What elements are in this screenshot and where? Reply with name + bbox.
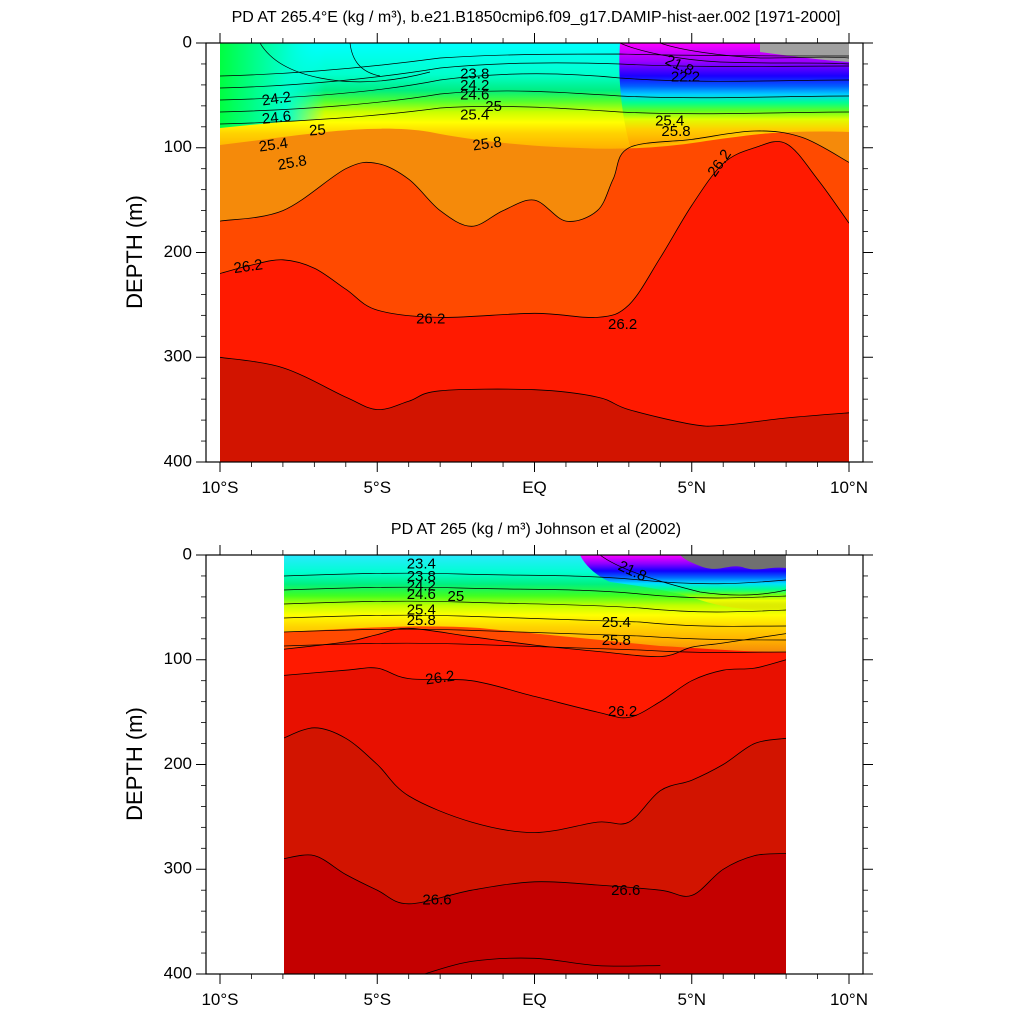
x-tick-label: 10°N — [830, 478, 868, 497]
contour-label: 25.8 — [602, 632, 631, 649]
x-tick-label: EQ — [522, 478, 547, 497]
isopycnal-26.6 — [220, 356, 849, 427]
contour-label: 25.4 — [460, 106, 489, 123]
contour-label: 23.8 — [407, 568, 436, 585]
x-tick-label: 10°S — [201, 478, 238, 497]
contour-label: 25.8 — [661, 123, 690, 140]
contour-label: 25.8 — [407, 612, 436, 629]
contour-label: 25.4 — [407, 601, 436, 618]
contour-label: 24.2 — [407, 577, 436, 594]
y-tick-label: 200 — [164, 242, 192, 261]
contour-label: 26.6 — [611, 882, 640, 899]
contour-label: 25.8 — [472, 134, 503, 155]
y-tick-label: 100 — [164, 137, 192, 156]
contour-labels: 23.423.824.224.6 2525.425.821.825.425.826… — [407, 555, 649, 908]
contour-label: 25.4 — [602, 614, 631, 631]
axis-ticks: 0 100 200 300 400 10°S 5°S EQ 5°N 10°N — [164, 32, 873, 497]
y-tick-label: 400 — [164, 963, 192, 982]
panel-title: PD AT 265.4°E (kg / m³), b.e21.B1850cmip… — [232, 9, 841, 26]
contour-label: 26.2 — [416, 310, 445, 327]
y-tick-label: 400 — [164, 451, 192, 470]
contour-label: 25.4 — [655, 113, 684, 130]
x-tick-label: 5°N — [677, 478, 706, 497]
x-tick-label: EQ — [522, 990, 547, 1009]
contour-label: 26.2 — [424, 668, 455, 689]
isopycnal-26.0 — [284, 627, 786, 658]
isopycnal-26.4 — [220, 141, 849, 319]
y-tick-label: 0 — [183, 32, 192, 51]
y-tick-label: 200 — [164, 754, 192, 773]
contour-label: 26.2 — [233, 256, 264, 277]
x-tick-label: 5°S — [363, 990, 391, 1009]
axis-ticks: 0 100 200 300 400 10°S 5°S EQ 5°N 10°N — [164, 544, 873, 1009]
contour-label: 23.8 — [460, 65, 489, 82]
contour-label: 26.2 — [608, 703, 637, 720]
contour-label: 23.4 — [407, 555, 436, 572]
contour-label: 25 — [309, 121, 327, 139]
contour-fill — [220, 43, 849, 462]
gray-patch — [680, 555, 786, 570]
isopycnal-26.2 — [284, 659, 786, 719]
panel-title: PD AT 265 (kg / m³) Johnson et al (2002) — [391, 521, 681, 538]
contour-label: 25.8 — [276, 152, 308, 174]
contour-label: 26.6 — [422, 892, 451, 909]
contour-label: 26.2 — [608, 316, 637, 333]
y-tick-label: 300 — [164, 859, 192, 878]
x-tick-label: 10°N — [830, 990, 868, 1009]
contour-label: 25 — [485, 98, 502, 115]
contour-label: 25 — [448, 588, 465, 605]
isopycnal-26.6 — [284, 853, 786, 905]
contour-fill — [284, 555, 786, 974]
contour-label: 25.4 — [258, 135, 289, 156]
y-tick-label: 100 — [164, 649, 192, 668]
contour-label: 24.6 — [261, 108, 292, 128]
x-tick-label: 10°S — [201, 990, 238, 1009]
y-axis-title: DEPTH (m) — [122, 707, 147, 821]
contour-label: 22.2 — [671, 69, 700, 86]
panel-observations: PD AT 265 (kg / m³) Johnson et al (2002) — [122, 521, 873, 1009]
contour-label: 24.6 — [460, 86, 489, 103]
contour-label: 24.2 — [261, 89, 292, 110]
y-tick-label: 0 — [183, 544, 192, 563]
y-tick-label: 300 — [164, 347, 192, 366]
contour-label: 24.2 — [460, 77, 489, 94]
isopycnal-26.8 — [424, 957, 661, 974]
panel-model: PD AT 265.4°E (kg / m³), b.e21.B1850cmip… — [122, 9, 873, 497]
isopycnal-26.2 — [220, 130, 849, 227]
x-tick-label: 5°N — [677, 990, 706, 1009]
x-tick-label: 5°S — [363, 478, 391, 497]
y-axis-title: DEPTH (m) — [122, 195, 147, 309]
contour-label: 24.6 — [407, 586, 436, 603]
isopycnal-26.4 — [284, 727, 786, 834]
